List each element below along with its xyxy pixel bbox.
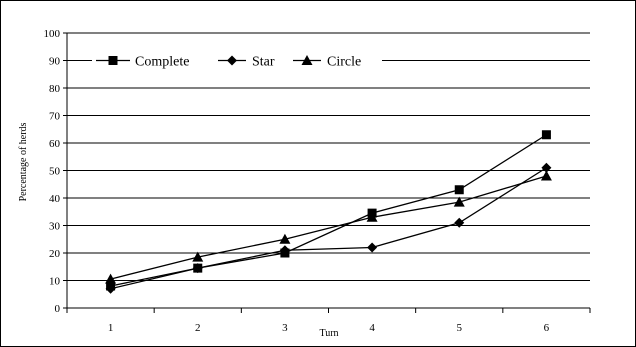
x-tick-label-3: 3: [282, 322, 288, 334]
legend: Complete Star Circle: [92, 52, 382, 70]
data-point-circle-4: [366, 211, 378, 222]
y-tick-label-20: 20: [49, 248, 61, 260]
legend-marker-complete: [108, 56, 118, 65]
y-tick-label-30: 30: [49, 221, 61, 233]
x-tick-label-1: 1: [108, 322, 114, 334]
x-tick-label-2: 2: [195, 322, 201, 334]
data-point-star-6: [541, 162, 552, 173]
legend-marker-star: [227, 55, 237, 66]
x-tick-label-4: 4: [369, 322, 375, 334]
y-tick-label-70: 70: [49, 111, 61, 123]
y-tick-label-100: 100: [44, 28, 61, 40]
data-point-complete-6: [541, 130, 551, 140]
y-tick-label-60: 60: [49, 138, 61, 150]
legend-label-complete: Complete: [135, 55, 189, 70]
y-tick-label-80: 80: [49, 83, 61, 95]
y-tick-label-10: 10: [49, 276, 61, 288]
legend-label-star: Star: [252, 55, 275, 70]
data-point-complete-5: [454, 185, 464, 195]
data-point-star-1: [105, 283, 116, 294]
x-axis-label: Turn: [319, 328, 338, 339]
y-tick-label-0: 0: [55, 303, 61, 315]
x-tick-labels: 1 2 3 4 5 6: [108, 322, 550, 334]
y-tick-label-50: 50: [49, 166, 61, 178]
series-line-star: [110, 167, 547, 290]
x-tick-label-6: 6: [544, 322, 550, 334]
y-tick-labels: 0 10 20 30 40 50 60 70 80 90 100: [44, 28, 61, 315]
data-point-star-4: [367, 242, 378, 253]
data-point-star-5: [454, 217, 465, 228]
data-point-star-3: [279, 245, 290, 256]
axes: [63, 32, 591, 313]
legend-marker-circle: [301, 55, 313, 65]
data-point-circle-3: [279, 233, 291, 244]
series-layer: [105, 130, 552, 294]
y-tick-label-40: 40: [49, 193, 61, 205]
data-point-circle-2: [192, 251, 204, 262]
x-tick-label-5: 5: [457, 322, 463, 334]
data-point-circle-6: [540, 170, 552, 181]
y-axis-label: Percentage of herds: [18, 122, 29, 201]
legend-label-circle: Circle: [327, 55, 361, 70]
data-point-star-2: [192, 263, 203, 274]
y-tick-label-90: 90: [49, 56, 61, 68]
series-line-circle: [110, 175, 547, 280]
data-point-circle-5: [453, 196, 465, 207]
data-point-circle-1: [105, 273, 117, 284]
series-line-complete: [110, 134, 547, 287]
